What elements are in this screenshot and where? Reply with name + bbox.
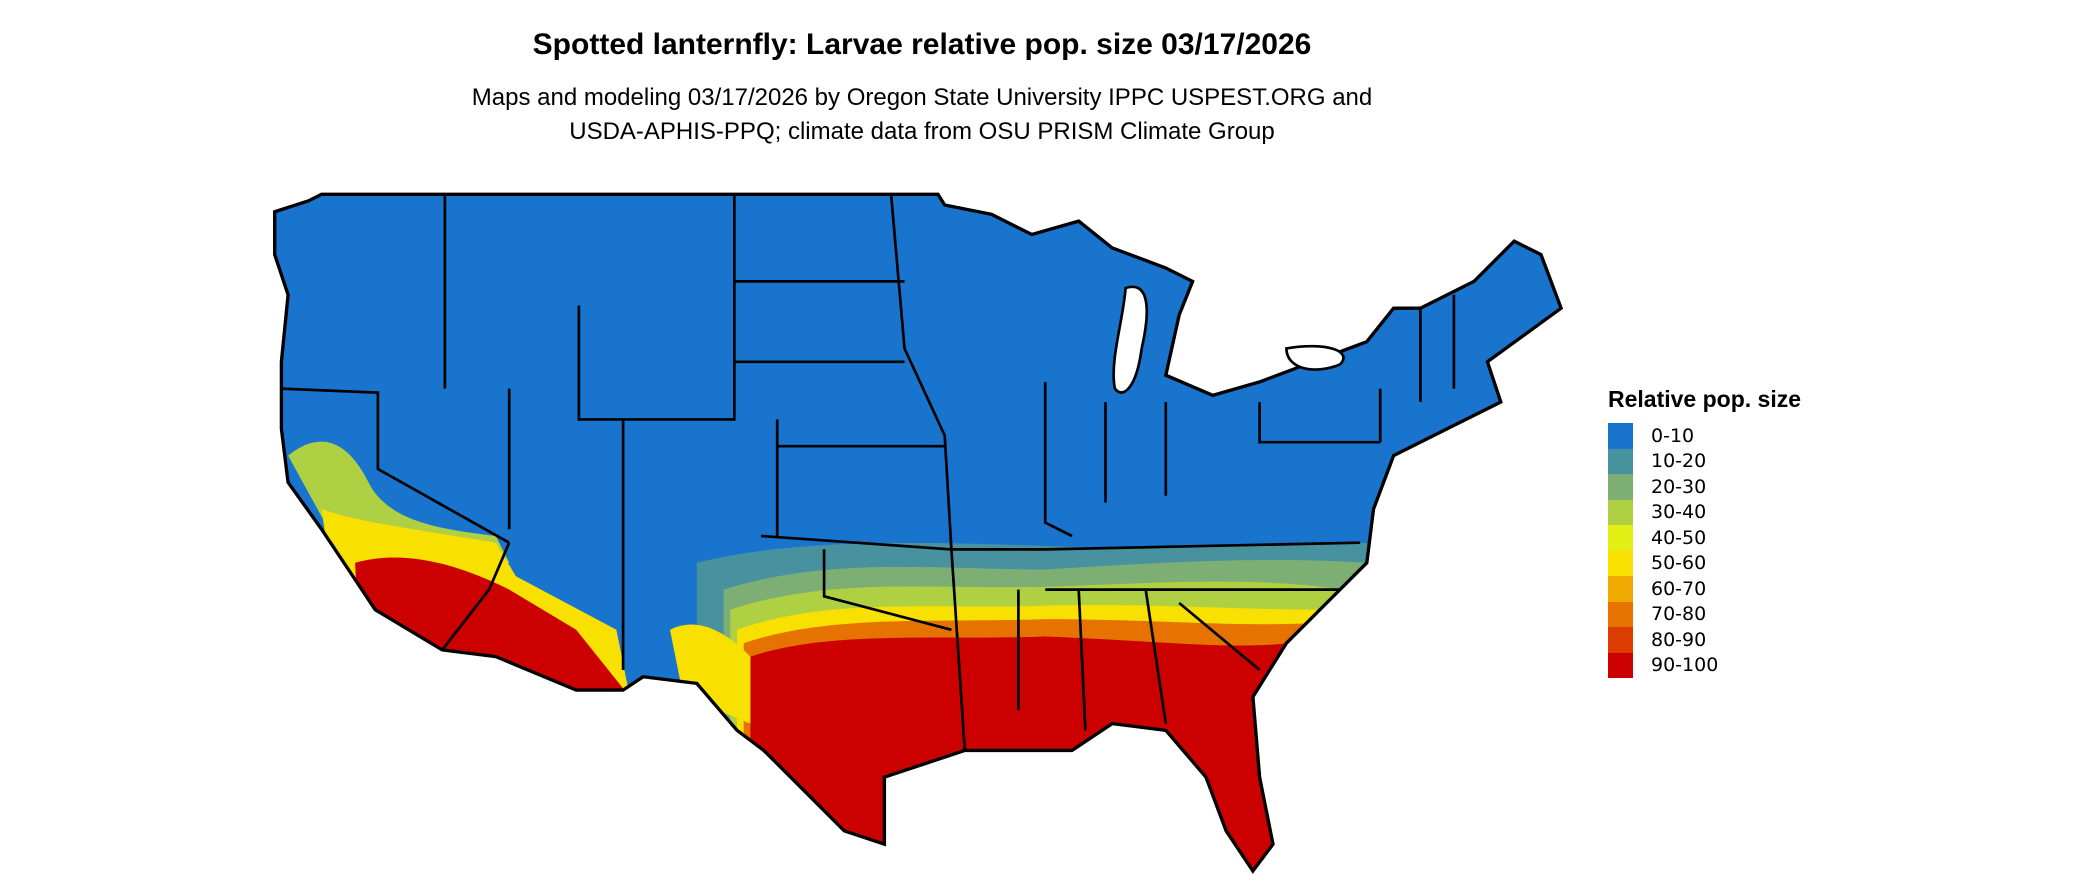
legend-label: 10-20 <box>1651 450 1707 473</box>
state-borders <box>281 194 1456 751</box>
legend-item: 10-20 <box>1608 448 1801 474</box>
legend-swatch <box>1608 525 1633 551</box>
legend-item: 60-70 <box>1608 576 1801 602</box>
legend-item: 30-40 <box>1608 499 1801 525</box>
legend-swatch <box>1608 423 1633 449</box>
legend-title: Relative pop. size <box>1608 386 1802 412</box>
map-subtitle-line-1: Maps and modeling 03/17/2026 by Oregon S… <box>471 84 1373 111</box>
legend-item: 80-90 <box>1608 627 1801 653</box>
legend-item: 40-50 <box>1608 525 1801 551</box>
legend-swatch <box>1608 652 1633 678</box>
legend-label: 50-60 <box>1651 552 1707 575</box>
legend-swatch <box>1608 627 1633 653</box>
legend-label: 80-90 <box>1651 628 1707 651</box>
legend-item: 20-30 <box>1608 474 1801 500</box>
legend-swatch <box>1608 550 1633 576</box>
legend-item: 70-80 <box>1608 601 1801 627</box>
region-90-100 <box>750 636 1381 872</box>
legend-swatch <box>1608 448 1633 474</box>
legend: Relative pop. size 0-10 10-20 20-30 30-40 40… <box>1608 386 1801 678</box>
legend-swatch <box>1608 601 1633 627</box>
legend-label: 70-80 <box>1651 603 1707 626</box>
legend-label: 90-100 <box>1651 654 1719 677</box>
legend-label: 60-70 <box>1651 577 1707 600</box>
legend-label: 20-30 <box>1651 475 1707 498</box>
great-lakes <box>1112 285 1345 394</box>
legend-label: 40-50 <box>1651 526 1707 549</box>
legend-swatch <box>1608 474 1633 500</box>
legend-swatch <box>1608 499 1633 525</box>
legend-label: 30-40 <box>1651 501 1707 524</box>
legend-item: 90-100 <box>1608 652 1801 678</box>
legend-item: 50-60 <box>1608 550 1801 576</box>
legend-label: 0-10 <box>1651 424 1695 447</box>
map-title: Spotted lanternfly: Larvae relative pop.… <box>532 28 1312 61</box>
legend-item: 0-10 <box>1608 423 1801 449</box>
map-fill <box>274 194 1562 872</box>
map-subtitle-line-2: USDA-APHIS-PPQ; climate data from OSU PR… <box>569 118 1275 145</box>
legend-swatch <box>1608 576 1633 602</box>
